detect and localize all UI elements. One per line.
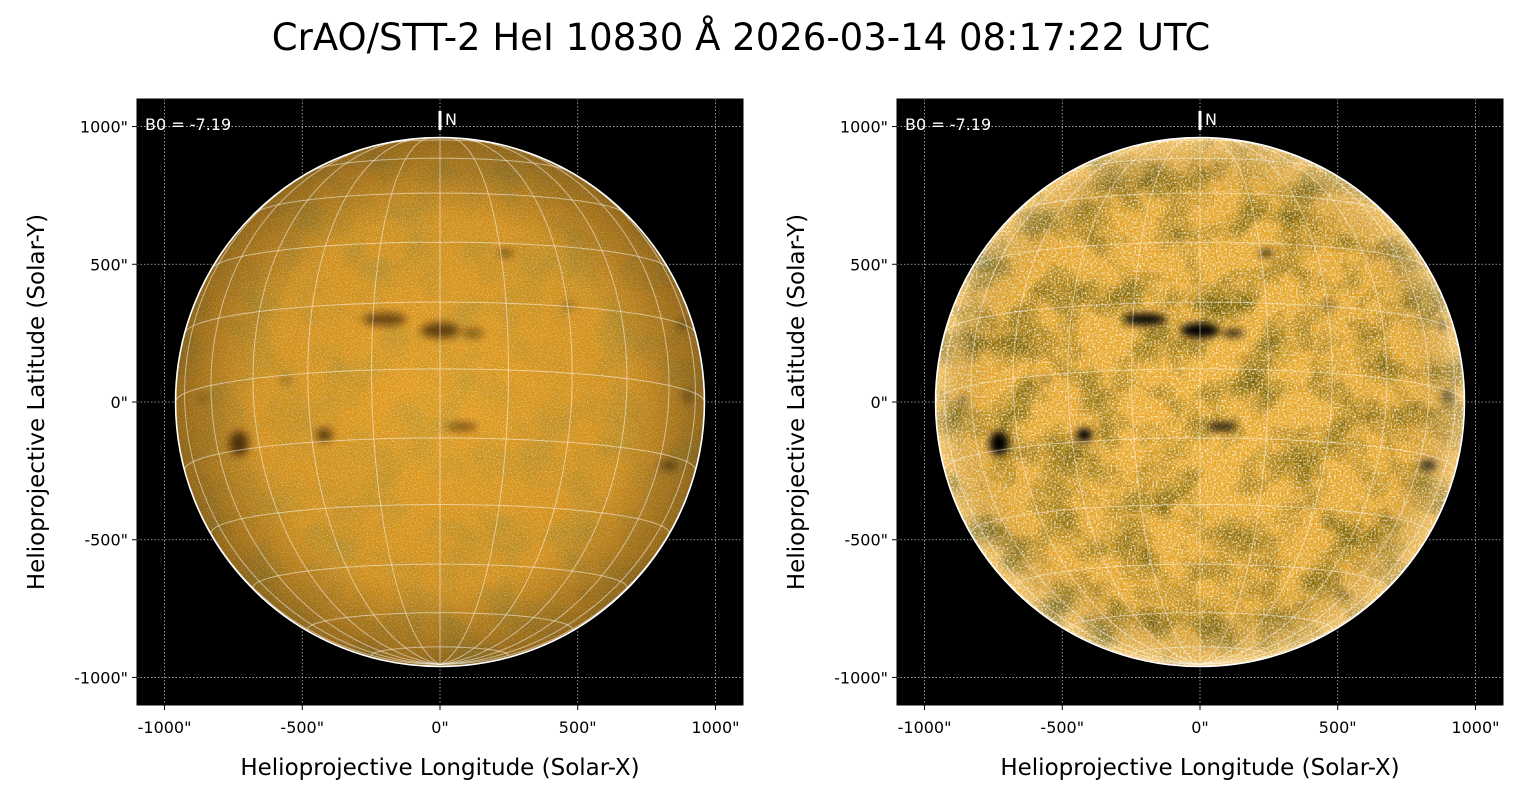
x-tick-label: -500" — [1040, 718, 1084, 737]
solar-disk — [935, 137, 1465, 667]
north-label: N — [1205, 110, 1217, 129]
y-tick-label: 500" — [90, 255, 128, 274]
left-panel: N B0 = -7.19 -1000" -500" 0" 500" 1000" 1000" 50… — [24, 98, 744, 781]
b0-label: B0 = -7.19 — [145, 115, 231, 134]
longitude-line — [307, 138, 441, 665]
longitude-line — [1199, 161, 1456, 665]
longitude-line — [439, 144, 670, 665]
latitude-line — [1131, 646, 1269, 656]
solar-limb — [934, 136, 1466, 668]
solar-limb — [174, 136, 706, 668]
figure-title: CrAO/STT-2 HeI 10830 Å 2026-03-14 08:17:… — [271, 16, 1211, 59]
y-tick-label: 500" — [850, 255, 888, 274]
latitude-line — [1067, 612, 1333, 630]
x-axis-label: Helioprojective Longitude (Solar-X) — [240, 755, 639, 781]
longitude-line — [1067, 138, 1201, 665]
right-panel: N B0 = -7.19 -1000" -500" 0" 500" 1000" 1000" 50… — [784, 98, 1504, 781]
x-tick-label: -1000" — [138, 718, 192, 737]
longitude-line — [1199, 138, 1333, 665]
latitude-line — [944, 437, 1456, 470]
longitude-line — [439, 137, 509, 665]
longitude-line — [210, 144, 441, 665]
longitude-line — [944, 161, 1201, 665]
latitude-line — [1071, 157, 1329, 172]
x-tick-label: 0" — [1191, 718, 1209, 737]
longitude-line — [1199, 140, 1388, 665]
x-tick-label: -1000" — [898, 718, 952, 737]
longitude-line — [439, 161, 696, 665]
y-tick-label: 1000" — [840, 118, 888, 137]
x-tick-label: 500" — [1319, 718, 1357, 737]
north-label: N — [445, 110, 457, 129]
longitude-line — [439, 138, 573, 665]
y-axis-label: Helioprojective Latitude (Solar-Y) — [784, 214, 810, 590]
longitude-line — [252, 140, 441, 665]
b0-label: B0 = -7.19 — [905, 115, 991, 134]
heliographic-grid — [175, 137, 705, 665]
longitude-line — [371, 137, 441, 665]
latitude-line — [970, 504, 1430, 534]
latitude-line — [944, 301, 1456, 334]
latitude-line — [1014, 192, 1386, 214]
y-tick-label: 0" — [110, 393, 128, 412]
longitude-line — [1012, 140, 1201, 665]
x-tick-label: 1000" — [691, 718, 739, 737]
y-tick-label: 0" — [870, 393, 888, 412]
longitude-line — [1199, 137, 1269, 665]
x-tick-label: 1000" — [1451, 718, 1499, 737]
y-tick-label: 1000" — [80, 118, 128, 137]
y-tick-label: -1000" — [834, 668, 888, 687]
y-axis-label: Helioprojective Latitude (Solar-Y) — [24, 214, 50, 590]
y-tick-label: -500" — [84, 531, 128, 550]
longitude-line — [184, 161, 441, 665]
longitude-line — [970, 144, 1201, 665]
y-tick-label: -500" — [844, 531, 888, 550]
longitude-line — [1199, 144, 1430, 665]
latitude-line — [1012, 563, 1388, 588]
latitude-line — [935, 368, 1465, 403]
latitude-line — [971, 241, 1429, 269]
x-axis-label: Helioprojective Longitude (Solar-X) — [1000, 755, 1399, 781]
x-tick-label: 0" — [431, 718, 449, 737]
limb-shading — [935, 137, 1465, 667]
x-tick-label: -500" — [280, 718, 324, 737]
longitude-line — [439, 140, 628, 665]
longitude-line — [1131, 137, 1201, 665]
y-tick-label: -1000" — [74, 668, 128, 687]
x-tick-label: 500" — [559, 718, 597, 737]
